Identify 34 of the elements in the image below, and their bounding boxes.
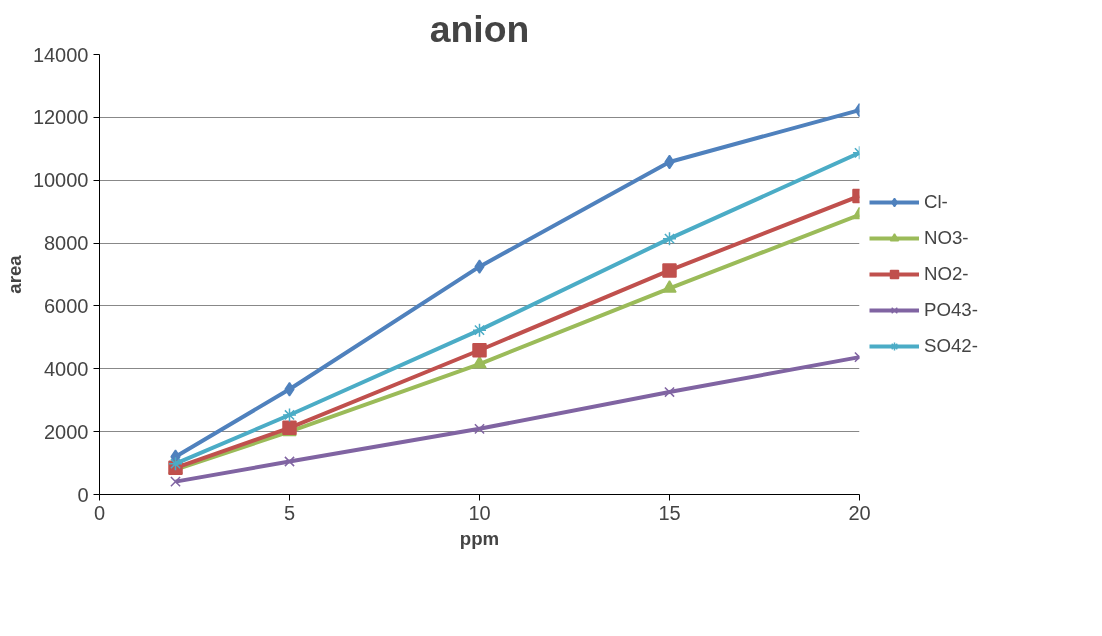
x-tick-label: 5 — [283, 501, 296, 524]
legend-label: SO42- — [924, 335, 978, 357]
chart-title: anion — [429, 7, 530, 50]
point — [472, 342, 487, 358]
y-tick-label: 10000 — [32, 169, 89, 192]
point — [472, 322, 487, 338]
point — [662, 263, 677, 278]
point — [284, 456, 295, 467]
legend-label: NO2- — [924, 263, 969, 285]
point — [474, 423, 485, 435]
point — [472, 355, 487, 369]
y-tick-label: 6000 — [44, 294, 89, 317]
point — [168, 456, 183, 471]
point — [662, 231, 677, 246]
point — [282, 407, 297, 423]
y-axis-title: area — [3, 254, 25, 294]
point — [664, 386, 675, 398]
point — [662, 280, 677, 293]
x-tick-label: 20 — [848, 501, 871, 524]
y-tick-label: 12000 — [32, 106, 89, 129]
legend-label: NO3- — [924, 227, 969, 249]
x-tick-label: 10 — [468, 501, 491, 524]
x-axis-title: ppm — [459, 527, 500, 549]
legend-label: Cl- — [924, 191, 948, 213]
x-tick-label: 0 — [93, 501, 106, 524]
point — [474, 259, 485, 274]
y-tick-label: 0 — [77, 483, 89, 506]
point — [170, 476, 181, 487]
y-tick-label: 8000 — [44, 232, 89, 255]
y-tick-label: 4000 — [44, 357, 89, 380]
y-tick-label: 14000 — [32, 43, 89, 66]
x-tick-label: 15 — [658, 501, 681, 524]
legend-label: PO43- — [924, 299, 978, 321]
y-tick-label: 2000 — [44, 420, 89, 443]
